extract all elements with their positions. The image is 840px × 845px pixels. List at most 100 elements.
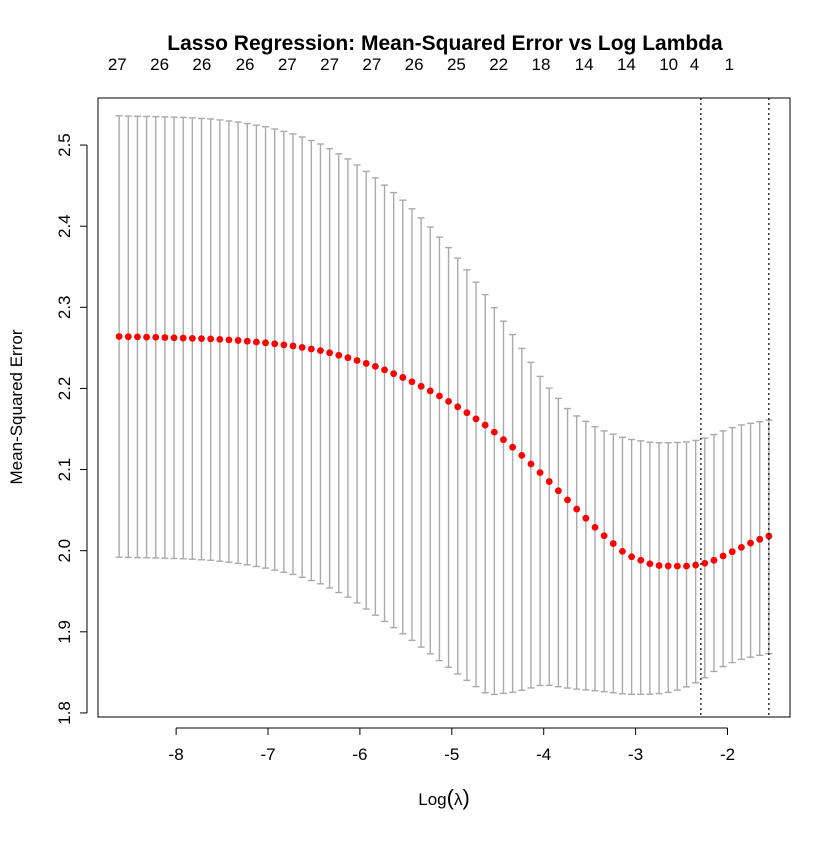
mse-point [545, 478, 553, 485]
plot-frame [97, 97, 791, 718]
mse-point [326, 349, 334, 357]
error-bar [353, 164, 361, 604]
mse-point [756, 535, 764, 543]
error-bar [710, 433, 718, 673]
mse-point [280, 341, 288, 349]
mse-point [344, 354, 352, 362]
x-axis: -8 -7 -6 -5 -4 -3 -2 [169, 727, 735, 764]
top-axis-label: 27 [278, 55, 297, 74]
y-tick-label: 1.8 [55, 701, 74, 725]
mse-point [170, 334, 178, 342]
mse-point [243, 337, 251, 345]
error-bar [454, 257, 462, 675]
mse-point [371, 362, 379, 370]
top-axis-label: 27 [108, 55, 127, 74]
error-bar [481, 293, 489, 694]
error-bar [280, 130, 288, 573]
y-axis-label: Mean-Squared Error [7, 329, 26, 484]
mse-point [417, 382, 425, 390]
error-bar [463, 269, 471, 682]
error-bar [417, 217, 425, 648]
error-bar [445, 246, 453, 668]
mse-point [408, 378, 416, 386]
error-bar [582, 420, 590, 691]
mse-point [317, 347, 324, 355]
top-axis-label: 22 [489, 55, 508, 74]
mse-point [445, 398, 452, 405]
error-bar [509, 333, 517, 693]
y-tick-label: 2.1 [55, 458, 74, 482]
top-axis-label: 26 [192, 55, 211, 74]
error-bar [399, 199, 407, 635]
mse-point [472, 415, 480, 423]
mse-point [216, 335, 224, 343]
error-bar [316, 143, 324, 585]
error-bar [335, 153, 343, 594]
top-axis-label: 4 [690, 55, 699, 74]
y-tick-label: 2.3 [55, 295, 74, 319]
mse-point [262, 339, 269, 347]
y-tick-label: 2.5 [55, 133, 74, 157]
error-bar [298, 136, 306, 579]
error-bar [371, 177, 379, 616]
mse-point [646, 560, 654, 568]
error-bar [573, 415, 581, 690]
error-bar [545, 387, 553, 687]
mse-point [609, 540, 617, 547]
error-bar [344, 158, 352, 598]
y-tick-label: 2.2 [55, 377, 74, 401]
mse-point [436, 392, 443, 400]
mse-point [573, 505, 581, 513]
error-bar [490, 306, 498, 696]
x-axis-label-paren-open: ( [447, 785, 455, 810]
mse-point [719, 552, 727, 560]
x-tick-label: -6 [352, 745, 367, 764]
mse-point [536, 469, 544, 477]
top-axis-label: 10 [659, 55, 678, 74]
mse-point [463, 409, 471, 417]
mse-point [747, 539, 754, 547]
mse-point [564, 496, 571, 504]
mse-point [664, 562, 672, 570]
mse-point [454, 403, 462, 411]
error-bar [262, 126, 270, 569]
x-tick-label: -7 [260, 745, 275, 764]
x-axis-label-symbol: λ [454, 790, 463, 809]
top-axis-label: 25 [447, 55, 466, 74]
error-bar [271, 128, 279, 571]
mse-point [701, 559, 709, 567]
error-bar [554, 397, 562, 688]
mse-point [728, 548, 736, 556]
y-tick-label: 2.0 [55, 539, 74, 563]
error-bar [628, 438, 636, 695]
top-axis-label: 14 [575, 55, 594, 74]
mse-point [637, 556, 645, 564]
error-bar [390, 191, 398, 629]
mse-point [765, 532, 773, 540]
mse-point [271, 340, 279, 348]
mse-point [161, 334, 169, 341]
mse-point [554, 487, 562, 495]
error-bar [564, 407, 572, 689]
error-bar [426, 226, 434, 655]
mse-point [307, 345, 315, 353]
mse-point [518, 452, 526, 459]
mse-point [353, 357, 361, 364]
error-bar [618, 436, 626, 695]
y-axis: 1.8 1.9 2.0 2.1 2.2 2.3 2.4 2.5 [55, 133, 88, 725]
mse-point [426, 387, 434, 395]
mse-point [509, 443, 517, 451]
error-bar [719, 430, 727, 668]
top-axis-label: 27 [362, 55, 381, 74]
x-tick-label: -3 [628, 745, 643, 764]
mse-point [188, 334, 196, 342]
top-axis-label: 26 [150, 55, 169, 74]
mse-point [490, 428, 498, 436]
error-bar [408, 208, 416, 642]
x-axis-label-paren-close: ) [462, 785, 469, 810]
mse-point [655, 562, 663, 569]
mse-point [124, 333, 132, 341]
error-bar [381, 184, 389, 623]
